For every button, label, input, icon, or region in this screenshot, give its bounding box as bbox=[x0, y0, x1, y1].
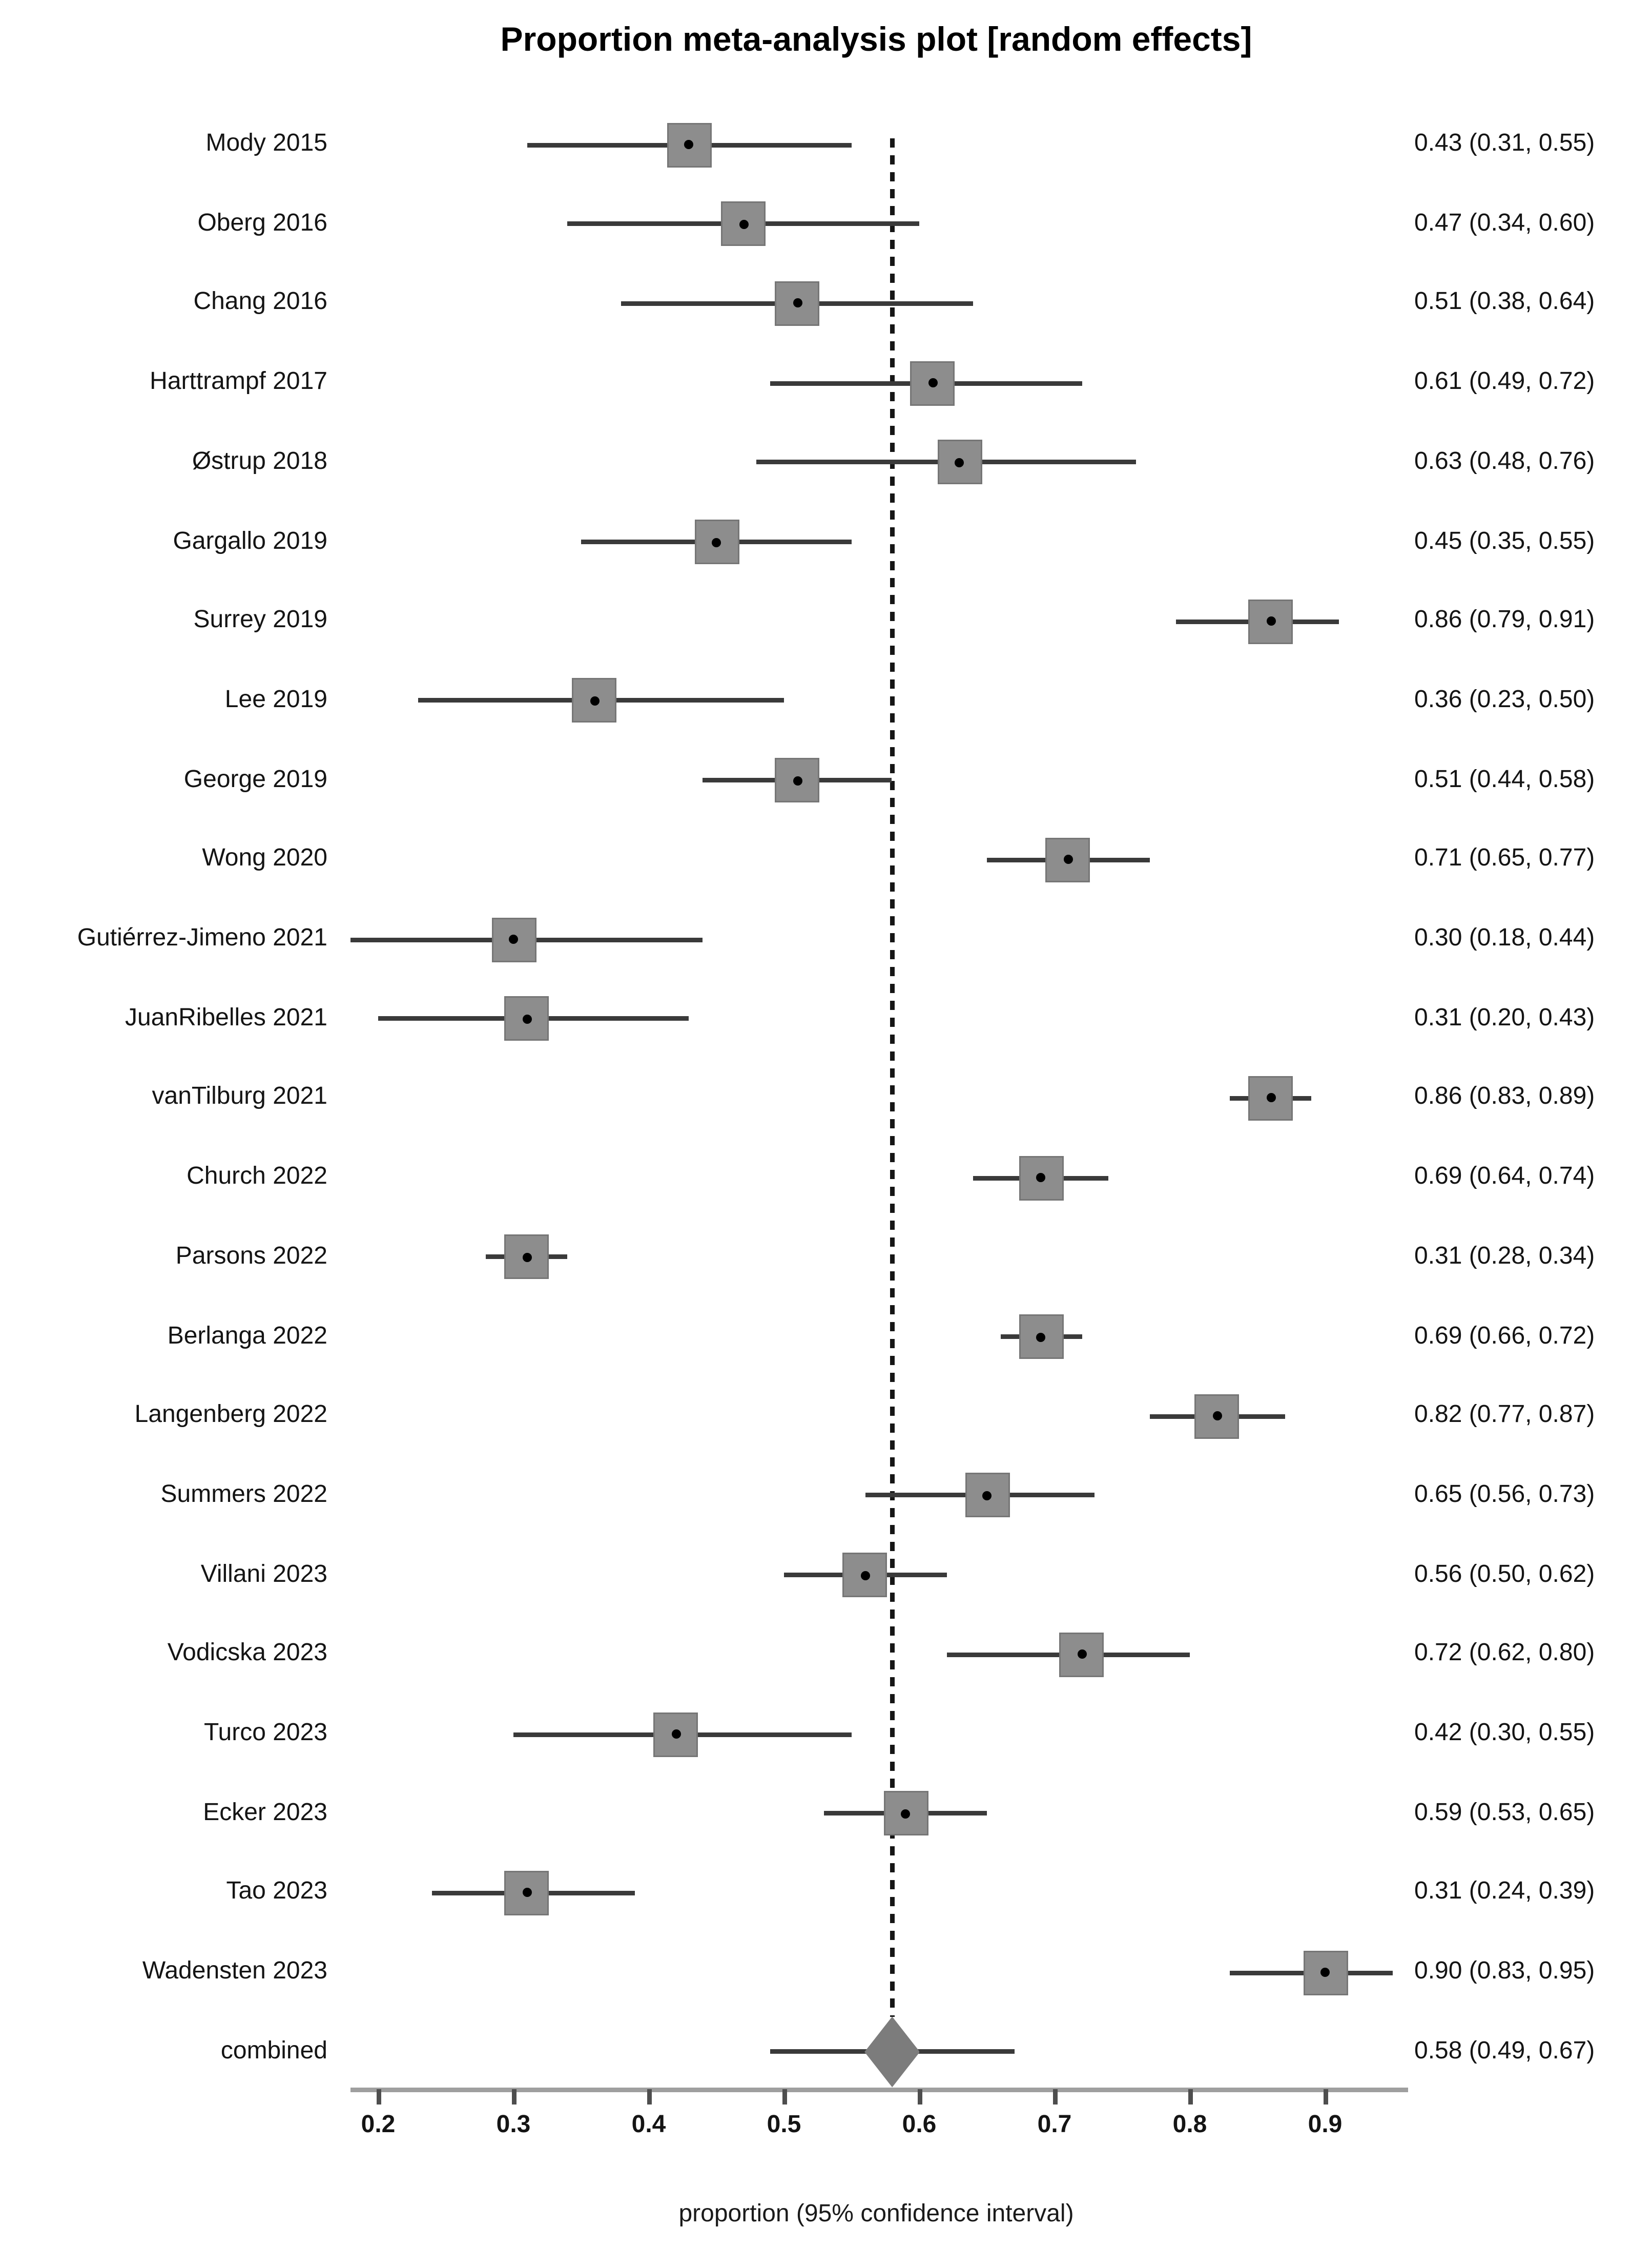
estimate-dot bbox=[712, 537, 721, 547]
estimate-dot bbox=[1036, 1332, 1046, 1342]
study-estimate-value: 0.43 (0.31, 0.55) bbox=[1414, 131, 1595, 157]
study-estimate-value: 0.30 (0.18, 0.44) bbox=[1414, 925, 1595, 952]
study-label: Chang 2016 bbox=[193, 290, 327, 316]
chart-title: Proportion meta-analysis plot [random ef… bbox=[500, 20, 1252, 58]
estimate-dot bbox=[793, 775, 802, 785]
study-estimate-value: 0.45 (0.35, 0.55) bbox=[1414, 528, 1595, 554]
estimate-dot bbox=[1063, 855, 1073, 864]
study-label: Gargallo 2019 bbox=[173, 528, 327, 554]
estimate-dot bbox=[1077, 1649, 1086, 1659]
study-estimate-value: 0.69 (0.66, 0.72) bbox=[1414, 1323, 1595, 1349]
study-label: Langenberg 2022 bbox=[134, 1402, 327, 1429]
x-axis-tick-label: 0.2 bbox=[361, 2112, 396, 2138]
x-axis-tick bbox=[1187, 2089, 1192, 2104]
study-label: Oberg 2016 bbox=[197, 210, 327, 237]
study-label: vanTilburg 2021 bbox=[152, 1084, 327, 1111]
estimate-dot bbox=[1320, 1968, 1330, 1977]
study-estimate-value: 0.31 (0.28, 0.34) bbox=[1414, 1243, 1595, 1270]
estimate-dot bbox=[522, 1014, 532, 1024]
x-axis-tick-label: 0.4 bbox=[631, 2112, 666, 2138]
study-estimate-value: 0.72 (0.62, 0.80) bbox=[1414, 1640, 1595, 1667]
estimate-dot bbox=[685, 140, 694, 149]
x-axis-tick bbox=[781, 2089, 787, 2104]
estimate-dot bbox=[860, 1570, 870, 1580]
estimate-dot bbox=[901, 1809, 911, 1819]
x-axis-tick bbox=[917, 2089, 922, 2104]
x-axis-tick-label: 0.9 bbox=[1308, 2112, 1343, 2138]
study-label: Parsons 2022 bbox=[175, 1243, 327, 1270]
study-estimate-value: 0.51 (0.44, 0.58) bbox=[1414, 766, 1595, 793]
study-estimate-value: 0.36 (0.23, 0.50) bbox=[1414, 687, 1595, 713]
x-axis-tick-label: 0.5 bbox=[767, 2112, 801, 2138]
study-estimate-value: 0.90 (0.83, 0.95) bbox=[1414, 1958, 1595, 1985]
study-label: Vodicska 2023 bbox=[167, 1640, 327, 1667]
x-axis-tick bbox=[511, 2089, 516, 2104]
combined-estimate-value: 0.58 (0.49, 0.67) bbox=[1414, 2038, 1595, 2065]
estimate-dot bbox=[1036, 1173, 1046, 1183]
study-estimate-value: 0.47 (0.34, 0.60) bbox=[1414, 210, 1595, 237]
combined-diamond-marker bbox=[864, 2016, 920, 2088]
study-estimate-value: 0.65 (0.56, 0.73) bbox=[1414, 1481, 1595, 1508]
x-axis-line bbox=[350, 2088, 1408, 2092]
study-label: Summers 2022 bbox=[160, 1481, 328, 1508]
x-axis-tick-label: 0.6 bbox=[902, 2112, 937, 2138]
x-axis-tick bbox=[646, 2089, 651, 2104]
estimate-dot bbox=[522, 1888, 532, 1898]
study-label: Mody 2015 bbox=[205, 131, 327, 157]
study-label: George 2019 bbox=[183, 766, 327, 793]
study-label: Wong 2020 bbox=[202, 845, 327, 872]
estimate-dot bbox=[522, 1252, 532, 1262]
study-label: JuanRibelles 2021 bbox=[125, 1005, 327, 1031]
study-label: Church 2022 bbox=[187, 1164, 327, 1190]
study-estimate-value: 0.31 (0.20, 0.43) bbox=[1414, 1005, 1595, 1031]
study-label: Villani 2023 bbox=[200, 1561, 327, 1587]
study-label: Harttrampf 2017 bbox=[150, 369, 327, 396]
study-label: Turco 2023 bbox=[203, 1720, 327, 1746]
study-estimate-value: 0.86 (0.83, 0.89) bbox=[1414, 1084, 1595, 1111]
estimate-dot bbox=[1266, 616, 1276, 626]
study-label: Lee 2019 bbox=[224, 687, 327, 713]
estimate-dot bbox=[509, 935, 518, 944]
x-axis-tick-label: 0.7 bbox=[1037, 2112, 1072, 2138]
estimate-dot bbox=[928, 378, 938, 388]
x-axis-tick-label: 0.3 bbox=[496, 2112, 531, 2138]
study-estimate-value: 0.59 (0.53, 0.65) bbox=[1414, 1800, 1595, 1826]
x-axis-tick bbox=[1052, 2089, 1057, 2104]
study-estimate-value: 0.42 (0.30, 0.55) bbox=[1414, 1720, 1595, 1746]
study-label: Surrey 2019 bbox=[193, 607, 327, 634]
study-estimate-value: 0.63 (0.48, 0.76) bbox=[1414, 448, 1595, 475]
study-estimate-value: 0.71 (0.65, 0.77) bbox=[1414, 845, 1595, 872]
study-estimate-value: 0.69 (0.64, 0.74) bbox=[1414, 1164, 1595, 1190]
estimate-dot bbox=[955, 458, 965, 467]
estimate-dot bbox=[982, 1491, 992, 1500]
estimate-dot bbox=[590, 696, 600, 706]
study-estimate-value: 0.82 (0.77, 0.87) bbox=[1414, 1402, 1595, 1429]
estimate-dot bbox=[1266, 1093, 1276, 1103]
study-label: Ecker 2023 bbox=[203, 1800, 327, 1826]
x-axis-tick bbox=[1323, 2089, 1328, 2104]
study-label: Berlanga 2022 bbox=[167, 1323, 327, 1349]
study-estimate-value: 0.31 (0.24, 0.39) bbox=[1414, 1879, 1595, 1906]
x-axis-tick bbox=[376, 2089, 381, 2104]
study-estimate-value: 0.56 (0.50, 0.62) bbox=[1414, 1561, 1595, 1587]
study-estimate-value: 0.86 (0.79, 0.91) bbox=[1414, 607, 1595, 634]
estimate-box-marker bbox=[775, 281, 820, 326]
estimate-dot bbox=[793, 299, 802, 308]
study-label: Gutiérrez-Jimeno 2021 bbox=[77, 925, 327, 952]
x-axis-label: proportion (95% confidence interval) bbox=[678, 2201, 1074, 2227]
estimate-dot bbox=[671, 1729, 680, 1739]
study-label: Tao 2023 bbox=[226, 1879, 327, 1906]
x-axis-tick-label: 0.8 bbox=[1172, 2112, 1207, 2138]
combined-label: combined bbox=[220, 2038, 327, 2065]
study-label: Østrup 2018 bbox=[192, 448, 327, 475]
study-label: Wadensten 2023 bbox=[142, 1958, 327, 1985]
estimate-dot bbox=[738, 219, 748, 229]
pooled-estimate-reference-line bbox=[890, 138, 895, 2017]
estimate-dot bbox=[1212, 1411, 1222, 1421]
study-estimate-value: 0.51 (0.38, 0.64) bbox=[1414, 290, 1595, 316]
study-estimate-value: 0.61 (0.49, 0.72) bbox=[1414, 369, 1595, 396]
